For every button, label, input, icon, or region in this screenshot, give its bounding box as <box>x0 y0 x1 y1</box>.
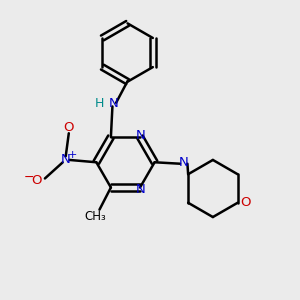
Text: O: O <box>31 174 42 188</box>
Text: −: − <box>24 171 34 184</box>
Text: +: + <box>68 150 77 160</box>
Text: N: N <box>136 129 146 142</box>
Text: N: N <box>109 98 119 110</box>
Text: H: H <box>95 98 104 110</box>
Text: N: N <box>179 156 189 169</box>
Text: O: O <box>240 196 250 209</box>
Text: N: N <box>136 182 146 196</box>
Text: N: N <box>61 153 70 167</box>
Text: CH₃: CH₃ <box>84 210 106 223</box>
Text: O: O <box>64 121 74 134</box>
